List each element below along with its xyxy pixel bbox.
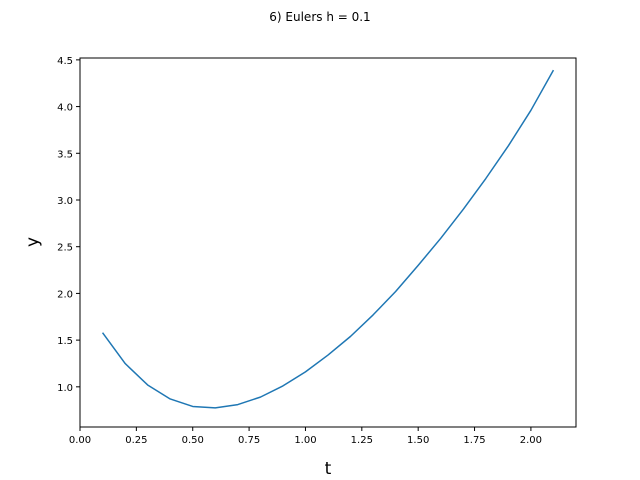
x-tick-label: 2.00 bbox=[520, 435, 542, 446]
x-tick-label: 1.50 bbox=[407, 435, 429, 446]
x-tick-label: 0.75 bbox=[238, 435, 260, 446]
x-tick-label: 0.00 bbox=[69, 435, 91, 446]
x-tick-label: 0.50 bbox=[182, 435, 204, 446]
chart-title: 6) Eulers h = 0.1 bbox=[269, 10, 370, 24]
y-tick-label: 3.5 bbox=[57, 149, 73, 160]
y-tick-label: 4.0 bbox=[57, 103, 73, 114]
x-axis-label: t bbox=[325, 459, 332, 479]
y-tick-label: 4.5 bbox=[57, 56, 73, 67]
x-tick-label: 1.25 bbox=[351, 435, 373, 446]
x-tick-label: 1.75 bbox=[463, 435, 485, 446]
plot-area bbox=[101, 69, 555, 409]
x-tick-label: 0.25 bbox=[125, 435, 147, 446]
y-axis-label: y bbox=[23, 237, 43, 247]
x-tick-label: 1.00 bbox=[294, 435, 316, 446]
y-tick-label: 1.0 bbox=[57, 383, 73, 394]
y-axis: 1.0 1.5 2.0 2.5 3.0 3.5 4.0 4.5 bbox=[57, 56, 80, 394]
y-tick-label: 1.5 bbox=[57, 336, 73, 347]
x-axis: 0.00 0.25 0.50 0.75 1.00 1.25 1.50 1.75 2.00 bbox=[69, 427, 542, 446]
y-tick-label: 3.0 bbox=[57, 196, 73, 207]
series-line bbox=[101, 69, 555, 409]
y-tick-label: 2.0 bbox=[57, 289, 73, 300]
axes-frame bbox=[79, 57, 577, 428]
y-tick-label: 2.5 bbox=[57, 243, 73, 254]
